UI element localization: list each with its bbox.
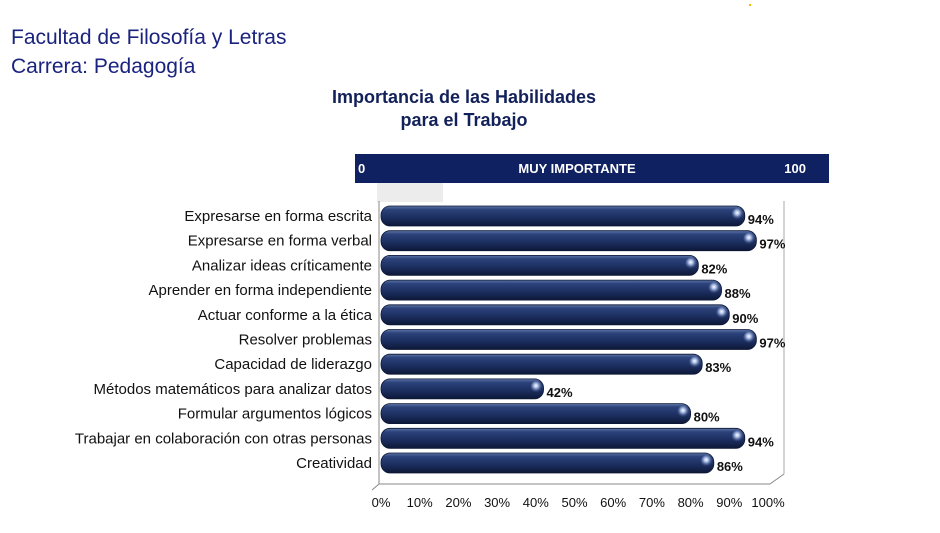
category-label: Capacidad de liderazgo: [214, 356, 372, 373]
category-label: Aprender en forma independiente: [149, 282, 373, 299]
bar-cap-highlight: [743, 331, 756, 344]
bar: [380, 427, 746, 449]
x-tick-label: 50%: [561, 495, 587, 510]
bar: [380, 403, 692, 425]
value-label: 83%: [705, 360, 731, 375]
bar: [380, 230, 757, 252]
category-label: Métodos matemáticos para analizar datos: [94, 381, 372, 398]
bar-cap-highlight: [685, 257, 698, 270]
value-label: 97%: [759, 237, 785, 252]
x-tick-label: 0%: [372, 495, 391, 510]
decorative-dot: [749, 4, 751, 6]
x-tick-label: 10%: [407, 495, 433, 510]
bar: [380, 378, 544, 400]
x-tick-label: 100%: [751, 495, 785, 510]
scale-banner: [355, 154, 829, 183]
value-label: 97%: [759, 336, 785, 351]
bar: [380, 329, 757, 350]
bar: [380, 279, 722, 301]
bar: [380, 254, 699, 276]
value-label: 90%: [732, 311, 758, 326]
bar-cap-highlight: [677, 405, 690, 418]
category-label: Creatividad: [296, 455, 372, 472]
value-label: 42%: [547, 385, 573, 400]
category-label: Resolver problemas: [239, 332, 372, 349]
bar: [380, 304, 730, 326]
chart-title-line-2: para el Trabajo: [400, 110, 528, 130]
bar-cap-highlight: [743, 232, 756, 245]
value-label: 94%: [748, 434, 774, 449]
value-label: 94%: [748, 212, 774, 227]
value-label: 82%: [701, 261, 727, 276]
x-tick-label: 40%: [523, 495, 549, 510]
bar: [380, 353, 703, 375]
category-label: Trabajar en colaboración con otras perso…: [75, 430, 372, 447]
x-tick-label: 30%: [484, 495, 510, 510]
x-tick-label: 20%: [445, 495, 471, 510]
bar-cap-highlight: [731, 430, 744, 443]
scale-banner-center-label: MUY IMPORTANTE: [518, 161, 636, 176]
career-name: Carrera: Pedagogía: [11, 55, 196, 78]
bar: [380, 452, 715, 474]
chart-title-line-1: Importancia de las Habilidades: [331, 87, 597, 107]
bar-cap-highlight: [716, 306, 729, 319]
value-label: 86%: [717, 459, 743, 474]
bar-cap-highlight: [708, 282, 721, 295]
scale-banner-right-label: 100: [784, 161, 806, 176]
bar-cap-highlight: [530, 380, 543, 393]
bar-cap-highlight: [689, 356, 702, 369]
category-label: Formular argumentos lógicos: [178, 406, 372, 423]
value-label: 88%: [725, 286, 751, 301]
bar: [380, 205, 746, 227]
x-tick-label: 90%: [716, 495, 742, 510]
bar-cap-highlight: [700, 455, 713, 467]
faculty-name: Facultad de Filosofía y Letras: [11, 26, 287, 49]
category-label: Expresarse en forma verbal: [188, 233, 372, 250]
value-label: 80%: [694, 410, 720, 425]
x-tick-label: 80%: [678, 495, 704, 510]
bar-cap-highlight: [731, 208, 744, 220]
x-tick-label: 70%: [639, 495, 665, 510]
category-label: Expresarse en forma escrita: [184, 208, 372, 225]
category-label: Actuar conforme a la ética: [198, 307, 373, 324]
scale-banner-left-label: 0: [358, 161, 365, 176]
x-tick-label: 60%: [600, 495, 626, 510]
category-label: Analizar ideas críticamente: [192, 257, 372, 274]
